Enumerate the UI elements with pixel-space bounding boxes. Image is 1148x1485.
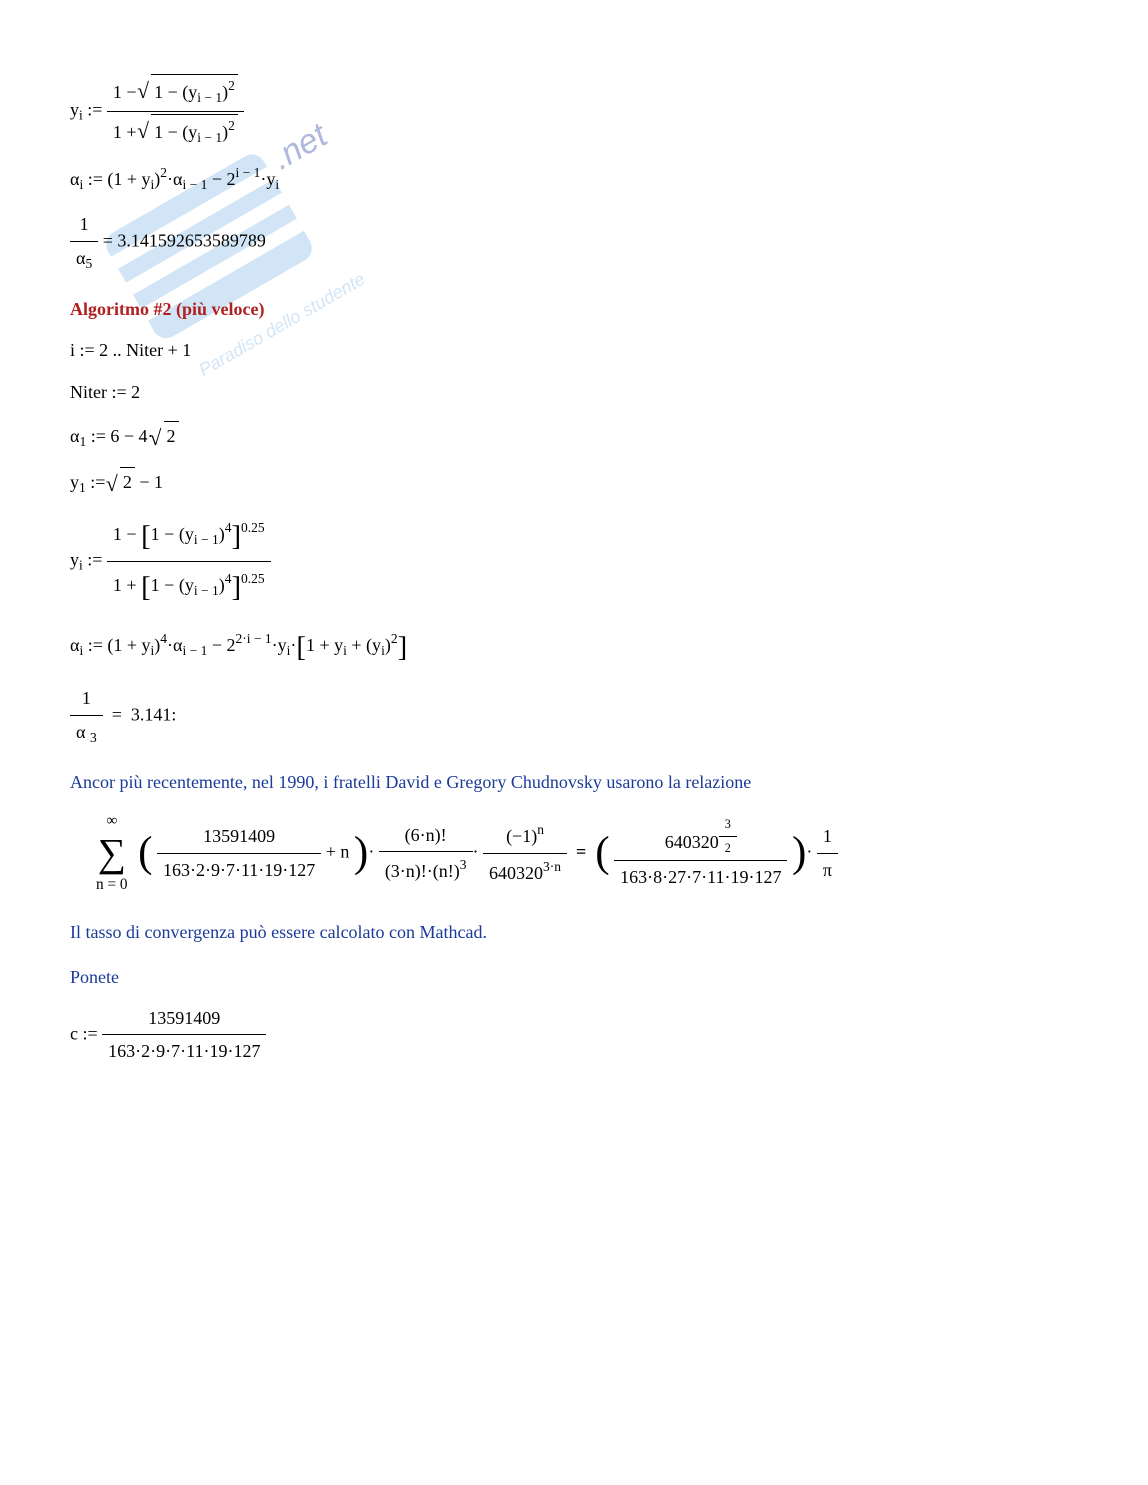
alg1-y-recurrence: yi := 1 − 1 − (yi − 1)2 1 + 1 − (yi − 1)… <box>70 74 1078 148</box>
chudnovsky-formula: ∞ ∑ n = 0 ( 13591409 163·2·9·7·11·19·127… <box>90 809 1078 898</box>
alg2-alpha1: α1 := 6 − 4·2 <box>70 421 1078 453</box>
convergence-note: Il tasso di convergenza può essere calco… <box>70 922 1078 943</box>
alg2-range: i := 2 .. Niter + 1 <box>70 336 1078 365</box>
alg2-result-index: 3 <box>90 730 97 745</box>
alg2-y1: y1 := 2 − 1 <box>70 467 1078 499</box>
alg1-result: 1 α5 = 3.141592653589789 <box>70 210 1078 274</box>
alg1-alpha-recurrence: αi := (1 + yi)2·αi − 1 − 2i − 1·yi <box>70 162 1078 196</box>
chudnovsky-intro: Ancor più recentemente, nel 1990, i frat… <box>70 772 1078 793</box>
ponete-label: Ponete <box>70 967 1078 988</box>
alg2-y-recurrence: yi := 1 − 1 − (yi − 1)40.25 1 + 1 − (yi … <box>70 513 1078 610</box>
algorithm2-heading: Algoritmo #2 (più veloce) <box>70 299 1078 320</box>
alg1-result-index: 5 <box>85 256 92 271</box>
c-definition: c := 13591409 163·2·9·7·11·19·127 <box>70 1004 1078 1067</box>
alg2-result: 1 α 3 = 3.141: <box>70 684 1078 748</box>
alg2-niter: Niter := 2 <box>70 378 1078 407</box>
alg1-result-value: 3.141592653589789 <box>117 231 266 251</box>
alg2-alpha-recurrence: αi := (1 + yi)4·αi − 1 − 22·i − 1·yi·1 +… <box>70 624 1078 670</box>
alg2-result-value: 3.141: <box>131 704 177 724</box>
